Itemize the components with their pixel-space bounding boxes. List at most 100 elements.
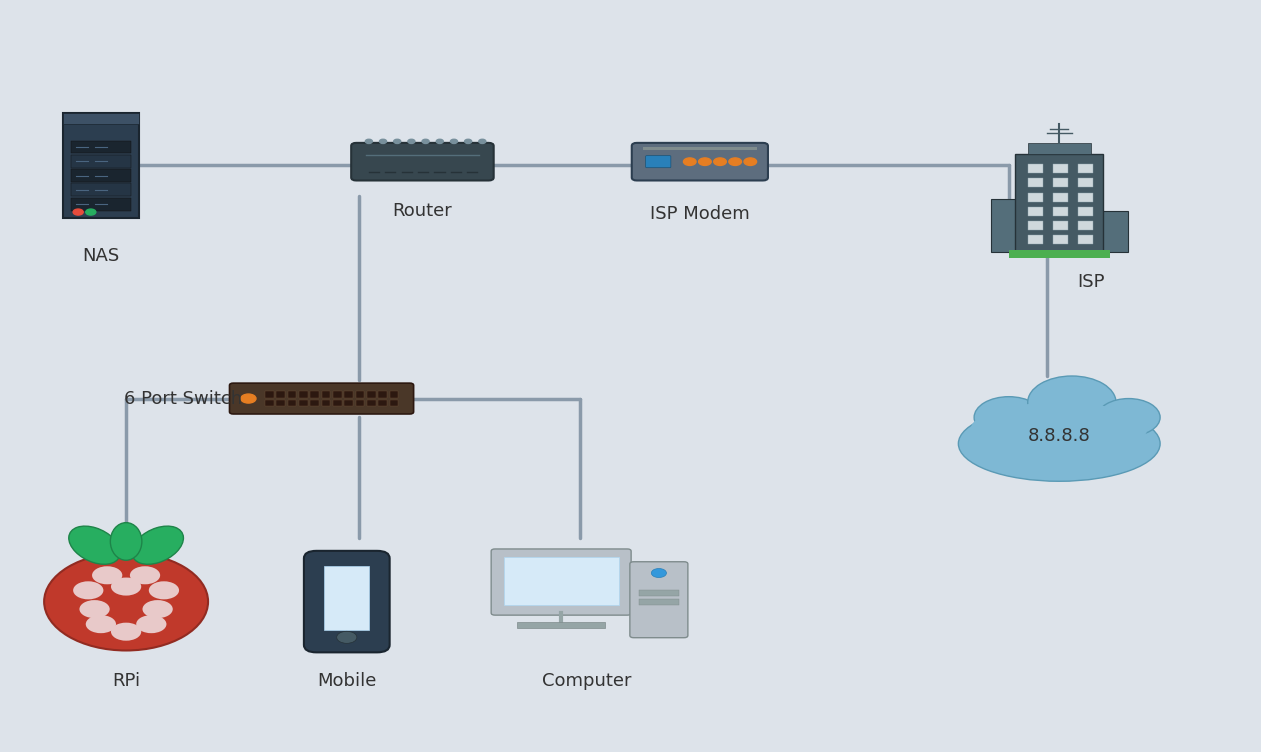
Bar xyxy=(1028,193,1043,202)
Bar xyxy=(1053,164,1068,173)
Circle shape xyxy=(86,209,96,215)
Bar xyxy=(1028,221,1043,230)
Bar xyxy=(276,391,285,399)
Bar xyxy=(356,400,364,406)
Bar xyxy=(71,169,131,182)
Bar xyxy=(367,391,376,399)
Bar xyxy=(1078,207,1093,216)
Circle shape xyxy=(699,158,711,165)
Bar xyxy=(639,599,680,605)
Bar xyxy=(299,391,308,399)
Bar xyxy=(310,400,319,406)
Circle shape xyxy=(142,600,173,618)
Bar xyxy=(1078,178,1093,187)
FancyBboxPatch shape xyxy=(230,384,414,414)
Bar xyxy=(322,400,330,406)
Circle shape xyxy=(136,615,166,633)
Circle shape xyxy=(366,139,372,144)
FancyBboxPatch shape xyxy=(646,156,671,168)
Bar xyxy=(63,113,139,218)
FancyBboxPatch shape xyxy=(632,143,768,180)
Circle shape xyxy=(407,139,415,144)
Bar xyxy=(288,400,296,406)
Bar xyxy=(1078,193,1093,202)
Circle shape xyxy=(79,600,110,618)
Bar xyxy=(643,147,757,150)
Circle shape xyxy=(479,139,485,144)
Bar xyxy=(276,400,285,406)
Ellipse shape xyxy=(69,526,120,564)
Bar xyxy=(1053,193,1068,202)
Bar xyxy=(639,590,680,596)
Bar xyxy=(1028,207,1043,216)
Bar xyxy=(1078,235,1093,244)
Bar xyxy=(390,391,398,399)
Circle shape xyxy=(73,209,83,215)
Circle shape xyxy=(714,158,726,165)
Text: ISP Modem: ISP Modem xyxy=(649,205,750,223)
Bar xyxy=(344,391,353,399)
Bar xyxy=(265,400,274,406)
Text: RPi: RPi xyxy=(112,672,140,690)
FancyBboxPatch shape xyxy=(630,562,689,638)
Bar xyxy=(504,557,619,605)
Circle shape xyxy=(729,158,741,165)
Bar xyxy=(63,113,139,124)
Bar xyxy=(390,400,398,406)
Bar xyxy=(517,622,605,628)
Bar xyxy=(356,391,364,399)
Bar xyxy=(1009,250,1110,258)
Circle shape xyxy=(436,139,444,144)
Text: Router: Router xyxy=(392,202,453,220)
Bar xyxy=(1078,164,1093,173)
Ellipse shape xyxy=(971,402,1148,455)
Bar xyxy=(991,199,1021,252)
Text: 6 Port Switch: 6 Port Switch xyxy=(124,390,242,408)
Bar xyxy=(1028,164,1043,173)
Bar xyxy=(288,391,296,399)
Circle shape xyxy=(683,158,696,165)
FancyBboxPatch shape xyxy=(304,550,390,652)
Circle shape xyxy=(450,139,458,144)
Bar xyxy=(71,198,131,211)
Circle shape xyxy=(973,397,1044,438)
Circle shape xyxy=(380,139,387,144)
Bar xyxy=(367,400,376,406)
Circle shape xyxy=(92,566,122,584)
Ellipse shape xyxy=(132,526,183,564)
Bar xyxy=(324,566,369,630)
Bar xyxy=(1028,235,1043,244)
Circle shape xyxy=(1097,399,1160,436)
Bar xyxy=(1028,178,1043,187)
Circle shape xyxy=(464,139,472,144)
Circle shape xyxy=(111,623,141,641)
Bar xyxy=(71,141,131,153)
Text: Mobile: Mobile xyxy=(317,672,377,690)
Text: ISP: ISP xyxy=(1077,273,1105,291)
Bar xyxy=(1053,207,1068,216)
Bar xyxy=(1096,211,1129,252)
Bar xyxy=(265,391,274,399)
Circle shape xyxy=(652,569,667,578)
FancyBboxPatch shape xyxy=(492,549,632,615)
Circle shape xyxy=(73,581,103,599)
Ellipse shape xyxy=(958,406,1160,481)
Bar xyxy=(333,400,342,406)
Bar xyxy=(322,391,330,399)
Bar xyxy=(1078,221,1093,230)
Bar xyxy=(71,183,131,196)
Circle shape xyxy=(111,578,141,596)
Ellipse shape xyxy=(111,523,141,560)
Bar xyxy=(378,391,387,399)
Bar xyxy=(1015,154,1103,252)
Circle shape xyxy=(86,615,116,633)
Text: Computer: Computer xyxy=(542,672,630,690)
Bar xyxy=(1053,235,1068,244)
Bar xyxy=(1053,178,1068,187)
Circle shape xyxy=(44,553,208,650)
FancyBboxPatch shape xyxy=(351,143,494,180)
Circle shape xyxy=(130,566,160,584)
Circle shape xyxy=(149,581,179,599)
Bar xyxy=(71,155,131,168)
Bar xyxy=(333,391,342,399)
